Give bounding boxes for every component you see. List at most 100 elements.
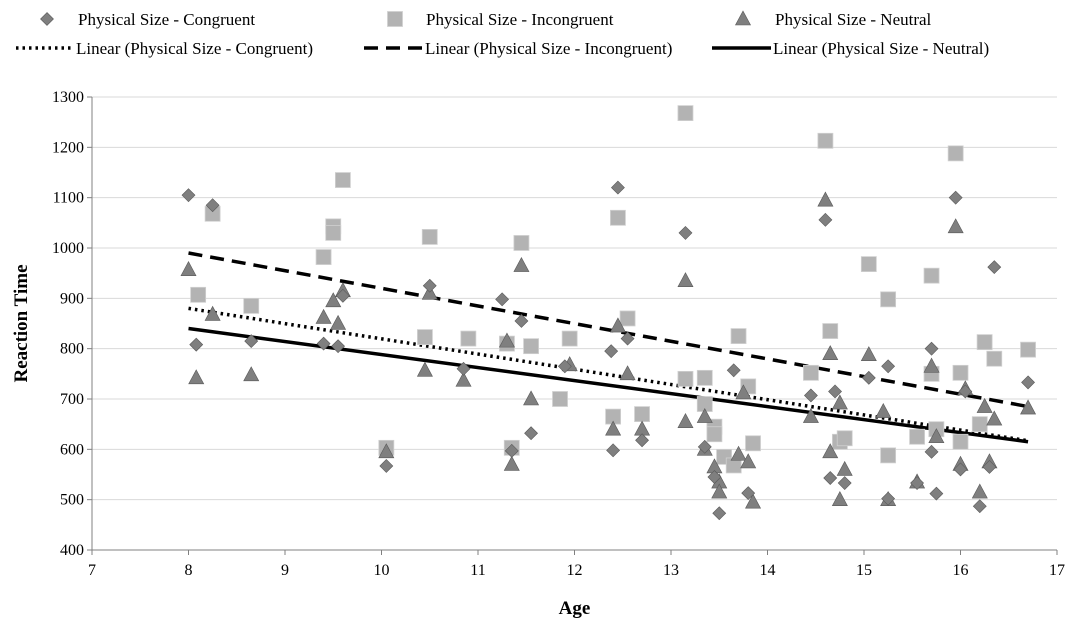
square-point (422, 229, 437, 244)
square-point (635, 407, 650, 422)
axes: 400 500 600 700 800 900 1000 1100 1200 1300 7 8 9 10 1… (52, 89, 1065, 579)
triangle-point (837, 461, 852, 475)
triangle-point (504, 456, 519, 470)
chart-legend: Physical Size - Congruent Physical Size -… (16, 10, 989, 58)
square-point (861, 257, 876, 272)
triangle-point (823, 346, 838, 360)
square-point (610, 210, 625, 225)
triangle-point (620, 366, 635, 380)
x-tick-label: 7 (88, 562, 96, 579)
triangle-point (316, 309, 331, 323)
square-point (1021, 342, 1036, 357)
triangle-point (972, 484, 987, 498)
triangle-legend-marker (736, 11, 751, 25)
triangle-point (205, 306, 220, 320)
diamond-point (190, 338, 203, 351)
square-point (953, 434, 968, 449)
diamond-point (925, 342, 938, 355)
square-point (910, 429, 925, 444)
diamond-point (973, 500, 986, 513)
triangle-point (876, 404, 891, 418)
diamond-point (679, 226, 692, 239)
diamond-point (525, 427, 538, 440)
square-point (818, 133, 833, 148)
square-point (731, 329, 746, 344)
square-point (881, 292, 896, 307)
square-point (316, 250, 331, 265)
x-tick-label: 10 (374, 562, 390, 579)
square-point (678, 106, 693, 121)
square-point (924, 268, 939, 283)
legend-label: Physical Size - Neutral (775, 10, 932, 29)
triangle-point (244, 367, 259, 381)
y-tick-label: 600 (60, 441, 84, 458)
diamond-point (824, 472, 837, 485)
diamond-point (988, 261, 1001, 274)
diamond-point (380, 459, 393, 472)
x-tick-label: 11 (470, 562, 485, 579)
legend-item: Physical Size - Neutral (736, 10, 932, 29)
legend-label: Linear (Physical Size - Neutral) (773, 39, 989, 58)
triangle-point (189, 370, 204, 384)
square-point (514, 235, 529, 250)
square-point (417, 330, 432, 345)
y-tick-label: 800 (60, 341, 84, 358)
diamond-legend-marker (41, 13, 54, 26)
x-tick-label: 12 (567, 562, 583, 579)
legend-label: Physical Size - Congruent (78, 10, 255, 29)
triangle-point (635, 421, 650, 435)
diamond-point (930, 487, 943, 500)
diamond-point (804, 389, 817, 402)
x-tick-label: 14 (760, 562, 776, 579)
diamond-point (727, 364, 740, 377)
diamond-point (1022, 376, 1035, 389)
triangle-point (832, 492, 847, 506)
data-points (181, 106, 1036, 520)
diamond-point (611, 181, 624, 194)
square-point (678, 371, 693, 386)
square-point (461, 331, 476, 346)
square-point (823, 324, 838, 339)
diamond-point (949, 191, 962, 204)
legend-label: Linear (Physical Size - Congruent) (76, 39, 313, 58)
legend-item: Linear (Physical Size - Congruent) (16, 39, 313, 58)
legend-item: Physical Size - Congruent (41, 10, 256, 29)
square-point (953, 365, 968, 380)
triangle-point (181, 262, 196, 276)
y-tick-label: 500 (60, 492, 84, 509)
square-point (837, 431, 852, 446)
square-point (972, 417, 987, 432)
diamond-point (182, 189, 195, 202)
y-tick-label: 900 (60, 290, 84, 307)
diamond-point (838, 477, 851, 490)
x-tick-label: 17 (1049, 562, 1065, 579)
triangle-point (524, 391, 539, 405)
y-tick-label: 1000 (52, 240, 84, 257)
square-point (553, 392, 568, 407)
diamond-point (607, 444, 620, 457)
diamond-point (819, 213, 832, 226)
diamond-point (605, 345, 618, 358)
x-tick-label: 8 (185, 562, 193, 579)
triangle-point (678, 273, 693, 287)
square-point (803, 365, 818, 380)
diamond-point (423, 279, 436, 292)
square-point (697, 370, 712, 385)
trendline-solid (189, 329, 1029, 442)
legend-item: Linear (Physical Size - Incongruent) (364, 39, 672, 58)
x-tick-label: 9 (281, 562, 289, 579)
square-point (244, 298, 259, 313)
triangle-point (731, 446, 746, 460)
square-point (707, 427, 722, 442)
square-point (620, 311, 635, 326)
triangle-point (417, 362, 432, 376)
diamond-point (636, 434, 649, 447)
triangle-point (678, 414, 693, 428)
x-tick-label: 16 (953, 562, 969, 579)
square-point (335, 173, 350, 188)
diamond-point (862, 371, 875, 384)
legend-label: Linear (Physical Size - Incongruent) (425, 39, 672, 58)
y-tick-label: 1200 (52, 139, 84, 156)
square-point (881, 448, 896, 463)
